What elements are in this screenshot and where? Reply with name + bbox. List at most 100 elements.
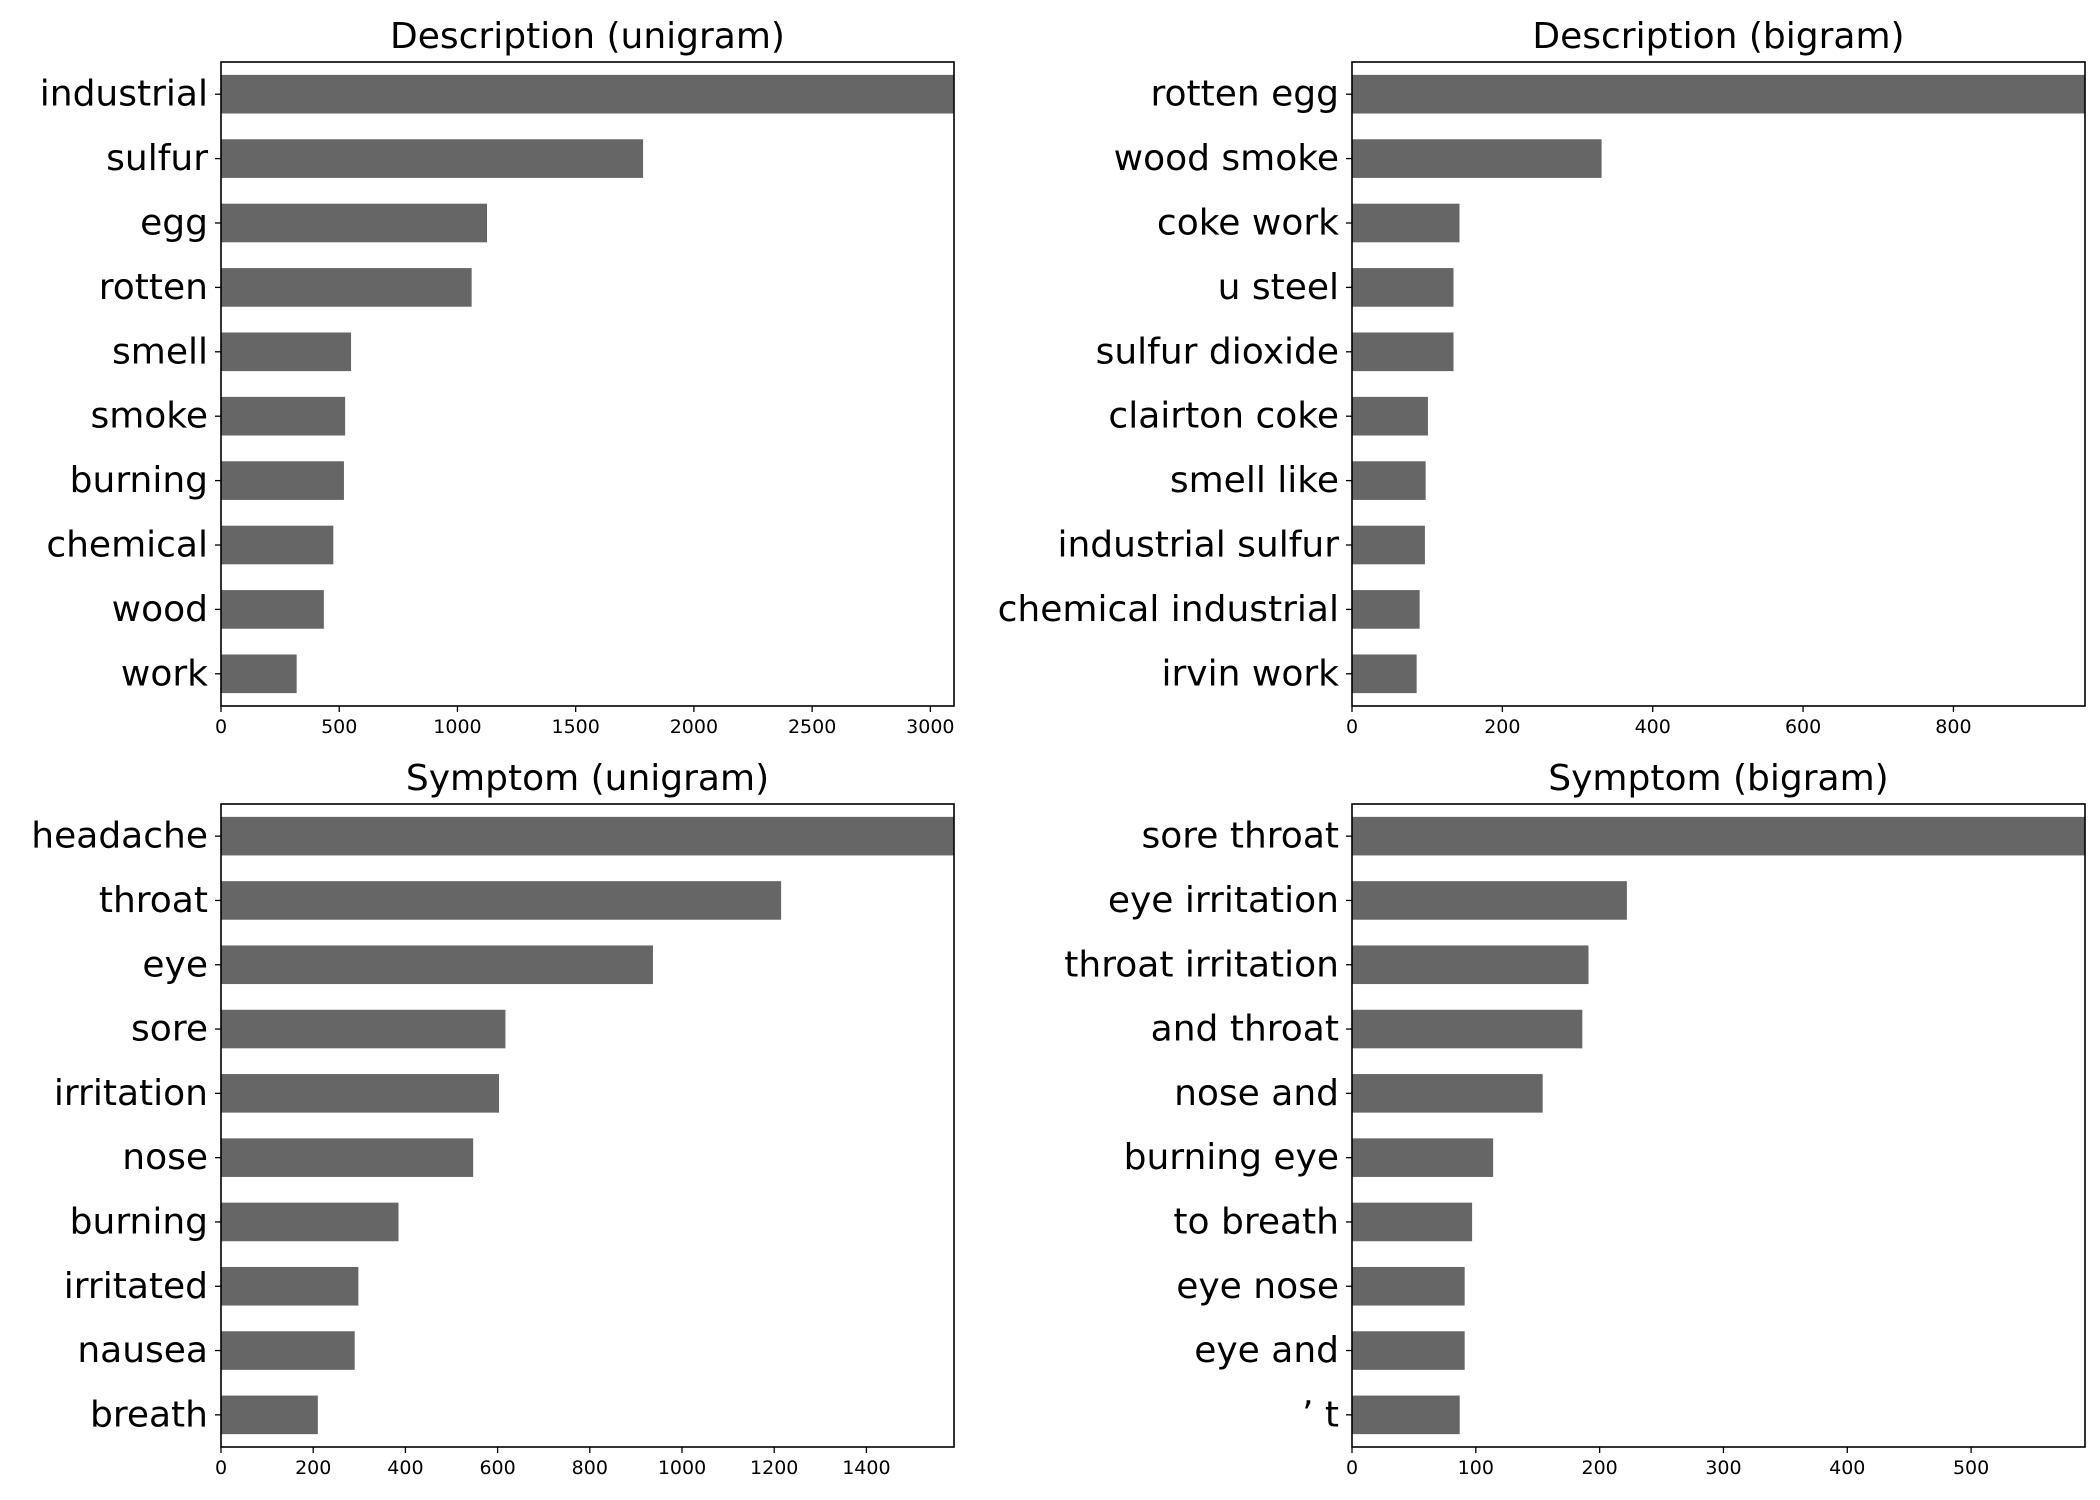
category-label-to-breath: to breath (1173, 1201, 1339, 1242)
category-label-smell-like: smell like (1170, 460, 1339, 501)
category-label-irritation: irritation (54, 1073, 208, 1114)
category-label-wood-smoke: wood smoke (1114, 138, 1339, 179)
x-tick-label: 300 (1705, 1457, 1741, 1479)
x-tick-label: 0 (215, 716, 227, 738)
x-tick-label: 0 (1346, 716, 1358, 738)
category-label-sulfur: sulfur (106, 138, 208, 179)
x-tick-label: 0 (1346, 1457, 1358, 1479)
category-label-smoke: smoke (90, 396, 208, 437)
category-label-irritated: irritated (64, 1266, 208, 1307)
category-label-nose-and: nose and (1174, 1073, 1339, 1114)
category-label-breath: breath (90, 1394, 208, 1435)
x-tick-label: 800 (1935, 716, 1971, 738)
bar-burning (221, 461, 344, 500)
category-label-throat-irritation: throat irritation (1064, 944, 1339, 985)
x-tick-label: 100 (1458, 1457, 1494, 1479)
bar-throat (221, 881, 782, 920)
bar-wood (221, 590, 324, 629)
bar-industrial-sulfur (1352, 525, 1425, 565)
x-tick-label: 1400 (842, 1457, 890, 1479)
panel-title: Symptom (unigram) (406, 758, 769, 799)
category-label-eye-and: eye and (1194, 1330, 1339, 1371)
category-label-industrial: industrial (40, 74, 208, 115)
category-label-rotten-egg: rotten egg (1150, 74, 1339, 115)
bar-sore (221, 1009, 506, 1049)
category-label-coke-work: coke work (1157, 203, 1339, 244)
category-label-headache: headache (31, 816, 208, 857)
category-label-egg: egg (140, 203, 208, 244)
x-tick-label: 500 (1953, 1457, 1989, 1479)
bar-throat-irritation (1352, 945, 1589, 985)
x-tick-label: 2000 (670, 716, 718, 738)
bar-to-breath (1352, 1202, 1473, 1242)
x-tick-label: 1500 (551, 716, 599, 738)
x-tick-label: 1200 (750, 1457, 798, 1479)
bar-egg (221, 203, 488, 243)
plot-frame (220, 803, 955, 1448)
bar-rotten (221, 268, 472, 307)
category-label-sulfur-dioxide: sulfur dioxide (1096, 331, 1339, 372)
bar-work (221, 654, 297, 694)
bar-wood-smoke (1352, 139, 1602, 178)
bar-sulfur-dioxide (1352, 332, 1454, 372)
category-label-t: ’ t (1302, 1394, 1339, 1435)
panel-title: Description (bigram) (1532, 16, 1904, 57)
chart-panel-symptom-bigram: Symptom (bigram) sore throat eye irritati… (1064, 758, 2086, 1479)
bar-headache (221, 816, 954, 856)
bar-irvin-work (1352, 654, 1417, 694)
bar-and-throat (1352, 1009, 1583, 1049)
bar-eye-nose (1352, 1266, 1465, 1306)
category-label-eye-nose: eye nose (1176, 1266, 1339, 1307)
category-label-eye: eye (142, 944, 208, 985)
x-tick-label: 600 (479, 1457, 515, 1479)
bar-breath (221, 1395, 318, 1435)
x-tick-label: 400 (387, 1457, 423, 1479)
bar-rotten-egg (1352, 74, 2085, 114)
category-label-work: work (121, 653, 208, 694)
category-label-u-steel: u steel (1218, 267, 1339, 308)
x-tick-label: 800 (572, 1457, 608, 1479)
x-tick-label: 2500 (788, 716, 836, 738)
category-label-irvin-work: irvin work (1162, 653, 1340, 694)
bar-chemical (221, 525, 334, 565)
category-label-throat: throat (99, 880, 208, 921)
category-label-burning: burning (70, 460, 208, 501)
category-label-burning: burning (70, 1201, 208, 1242)
panel-title: Symptom (bigram) (1548, 758, 1888, 799)
bar-irritated (221, 1266, 359, 1306)
x-tick-label: 400 (1635, 716, 1671, 738)
bar-smell-like (1352, 461, 1426, 500)
x-tick-label: 400 (1829, 1457, 1865, 1479)
category-label-sore-throat: sore throat (1141, 816, 1339, 857)
category-label-and-throat: and throat (1151, 1009, 1339, 1050)
x-tick-label: 600 (1785, 716, 1821, 738)
bar-eye (221, 945, 653, 985)
bar-irritation (221, 1074, 499, 1113)
bar-chemical-industrial (1352, 590, 1420, 629)
bar-burning (221, 1202, 399, 1242)
bar-burning-eye (1352, 1138, 1494, 1177)
bar-eye-irritation (1352, 881, 1627, 920)
x-tick-label: 3000 (906, 716, 954, 738)
panel-title: Description (unigram) (390, 16, 785, 57)
plot-frame (1351, 61, 2086, 707)
x-tick-label: 1000 (658, 1457, 706, 1479)
bar-nausea (221, 1331, 355, 1370)
category-label-smell: smell (112, 331, 208, 372)
bar-eye-and (1352, 1331, 1465, 1370)
category-label-nose: nose (122, 1137, 208, 1178)
x-tick-label: 0 (215, 1457, 227, 1479)
category-label-chemical-industrial: chemical industrial (998, 589, 1339, 630)
bar-industrial (221, 74, 954, 114)
category-label-clairton-coke: clairton coke (1108, 396, 1339, 437)
x-tick-label: 500 (321, 716, 357, 738)
x-tick-label: 200 (295, 1457, 331, 1479)
x-tick-label: 1000 (433, 716, 481, 738)
chart-panel-description-bigram: Description (bigram) rotten egg wood smok… (998, 16, 2086, 738)
category-label-burning-eye: burning eye (1124, 1137, 1339, 1178)
category-label-rotten: rotten (99, 267, 208, 308)
bar-u-steel (1352, 268, 1454, 307)
bar-nose (221, 1138, 474, 1177)
bar-clairton-coke (1352, 396, 1428, 436)
